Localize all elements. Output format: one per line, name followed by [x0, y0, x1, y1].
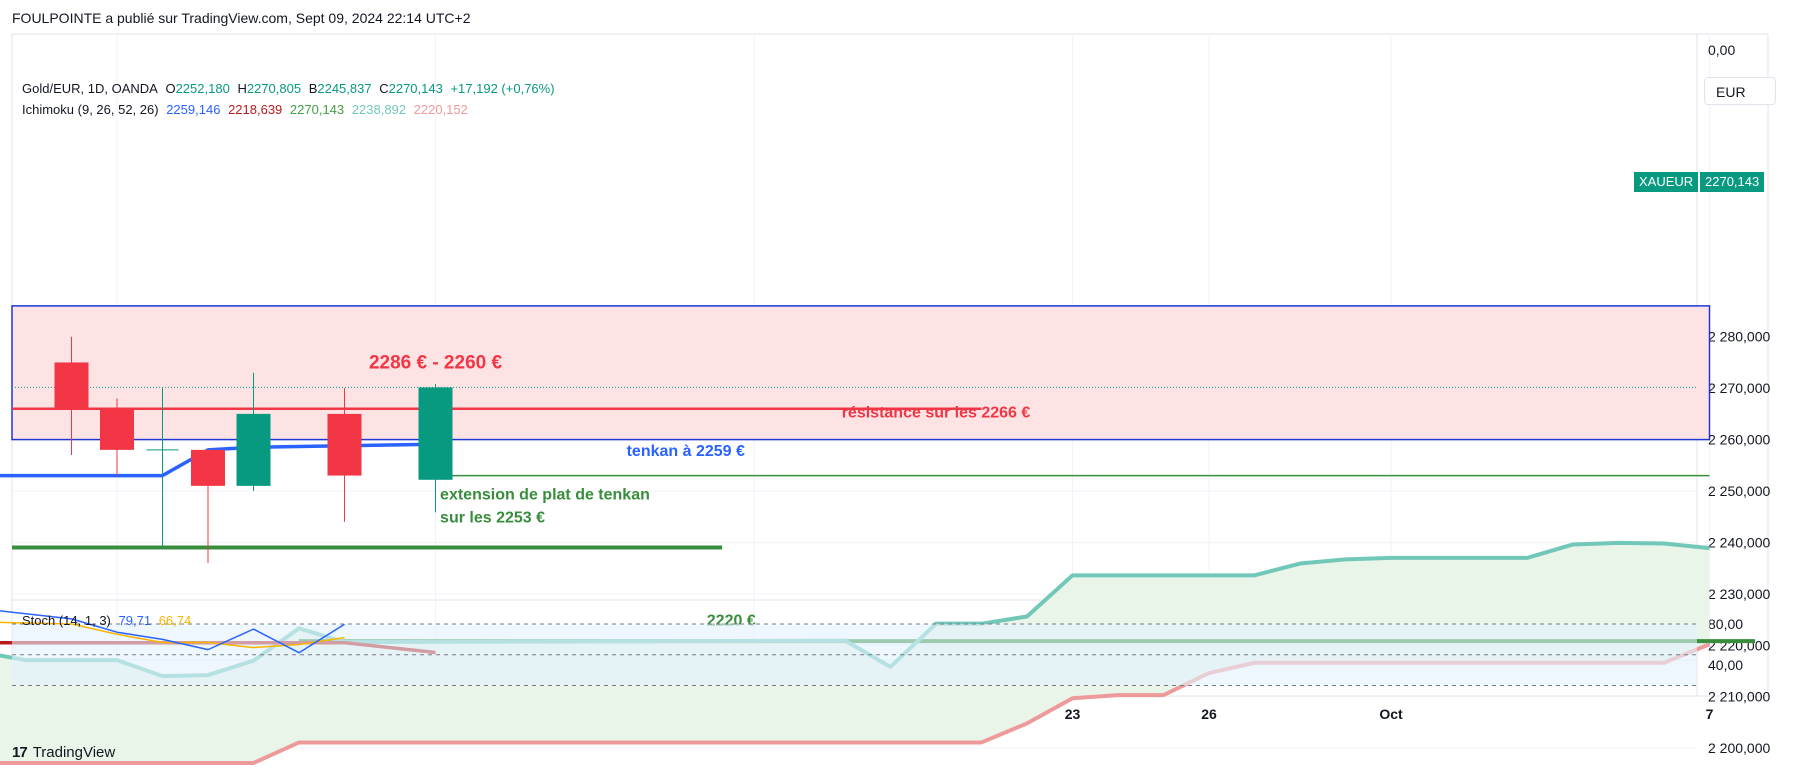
stoch-k-line: [0, 610, 345, 654]
candle-down: [100, 408, 134, 450]
time-tick-label: 26: [1201, 706, 1217, 722]
ichimoku-label[interactable]: Ichimoku (9, 26, 52, 26): [22, 102, 159, 117]
chart-annotation: extension de plat de tenkan: [440, 487, 650, 504]
ichimoku-span-b-value: 2220,152: [413, 102, 468, 117]
tradingview-logo-icon: 17: [12, 744, 28, 761]
stoch-legend: Stoch (14, 1, 3) 79,71 66,74: [22, 613, 195, 628]
time-tick-label: 7: [1706, 706, 1714, 722]
tradingview-brand: TradingView: [32, 744, 116, 761]
chart-annotation: résistance sur les 2266 €: [842, 404, 1031, 421]
low-value: 2245,837: [317, 81, 372, 96]
price-tick-label: 2 230,000: [1708, 586, 1770, 602]
price-tick-label: 0,00: [1708, 42, 1735, 58]
symbol-price-tag: XAUEUR: [1634, 172, 1699, 192]
chart-annotation: 2286 € - 2260 €: [369, 352, 503, 373]
price-tick-label: 2 210,000: [1708, 689, 1770, 705]
time-tick-label: Oct: [1379, 706, 1403, 722]
price-tick-label: 2 240,000: [1708, 534, 1770, 550]
currency-button[interactable]: EUR: [1704, 77, 1776, 105]
tradingview-logo[interactable]: 17 TradingView: [12, 744, 115, 761]
stoch-label[interactable]: Stoch (14, 1, 3): [22, 613, 111, 628]
ichimoku-legend: Ichimoku (9, 26, 52, 26) 2259,146 2218,6…: [22, 102, 472, 117]
last-price-tag: 2270,143: [1700, 172, 1765, 192]
candle-down: [54, 362, 89, 409]
price-tick-label: 2 280,000: [1708, 329, 1770, 345]
candle-up: [418, 387, 453, 480]
stoch-tick-label: 40,00: [1708, 657, 1743, 673]
symbol-label[interactable]: Gold/EUR, 1D, OANDA: [22, 81, 158, 96]
ohlc-legend: Gold/EUR, 1D, OANDA O2252,180 H2270,805 …: [22, 81, 563, 96]
candle-down: [327, 413, 362, 476]
high-value: 2270,805: [246, 81, 302, 96]
ichimoku-kijun-value: 2218,639: [228, 102, 283, 117]
price-tick-label: 2 250,000: [1708, 483, 1770, 499]
price-tick-label: 2 260,000: [1708, 432, 1770, 448]
stoch-d-line: [0, 621, 345, 649]
time-tick-label: 23: [1065, 706, 1081, 722]
ichimoku-tenkan-value: 2259,146: [166, 102, 221, 117]
publisher-header: FOULPOINTE a publié sur TradingView.com,…: [12, 10, 471, 26]
ichimoku-chikou-value: 2270,143: [289, 102, 345, 117]
ichimoku-span-a-value: 2238,892: [351, 102, 407, 117]
close-value: 2270,143: [388, 81, 443, 96]
resistance-zone: [11, 305, 1711, 441]
candle-up: [236, 413, 271, 486]
chart-annotation: sur les 2253 €: [440, 510, 545, 527]
ohlc-values: O2252,180 H2270,805 B2245,837 C2270,143 …: [165, 81, 555, 96]
change-value: +17,192 (+0,76%): [450, 81, 555, 96]
stoch-d-value: 66,74: [158, 613, 192, 628]
price-tick-label: 2 270,000: [1708, 380, 1770, 396]
price-tick-label: 2 200,000: [1708, 740, 1770, 756]
candle-down: [191, 449, 225, 486]
open-value: 2252,180: [175, 81, 230, 96]
chart-annotation: tenkan à 2259 €: [627, 443, 745, 460]
stoch-k-value: 79,71: [118, 613, 152, 628]
stoch-tick-label: 80,00: [1708, 616, 1743, 632]
